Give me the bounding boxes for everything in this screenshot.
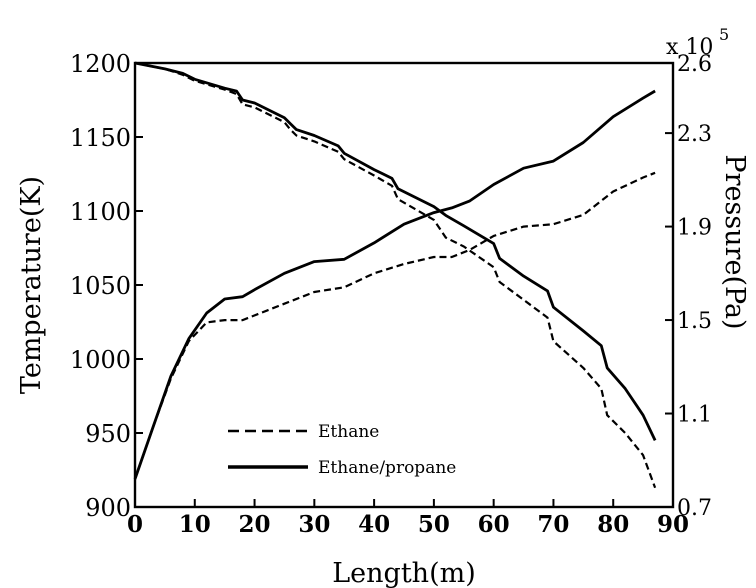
y-tick-label: 1100: [70, 198, 131, 226]
y2-tick-label: 2.6: [677, 52, 712, 77]
y-tick-label: 1050: [70, 272, 131, 300]
y2-multiplier-exponent: 5: [719, 25, 729, 44]
series-layer: [133, 61, 657, 489]
x-tick-label: 40: [358, 511, 390, 538]
legend-label-ethane-propane: Ethane/propane: [318, 458, 456, 478]
plot-frame: [133, 61, 675, 509]
y2-tick-label: 1.9: [677, 216, 712, 241]
y2-tick-label: 0.7: [677, 496, 712, 521]
x-tick-label: 20: [239, 511, 271, 538]
x-tick-label: 80: [597, 511, 629, 538]
y2-tick-label: 1.5: [677, 309, 712, 334]
legend: Ethane Ethane/propane: [228, 422, 456, 478]
x-tick-labels: 0 10 20 30 40 50 60 70 80 90: [127, 511, 689, 538]
series-line-ethane-left: [134, 61, 657, 489]
series-line-ethane-propane-left: [134, 61, 657, 442]
y-tick-label: 950: [85, 420, 131, 448]
y-axis-label: Temperature(K): [16, 176, 47, 394]
x-tick-label: 0: [127, 511, 143, 538]
x-tick-label: 50: [418, 511, 450, 538]
x-tick-label: 90: [657, 511, 689, 538]
y2-axis-label: Pressure(Pa): [719, 154, 750, 329]
x-tick-label: 70: [537, 511, 569, 538]
y2-tick-labels: 0.7 1.1 1.5 1.9 2.3 2.6: [677, 52, 712, 521]
y2-tick-label: 1.1: [677, 403, 712, 428]
series-line-ethane-propane-right: [133, 89, 656, 480]
series-line-ethane-right: [133, 171, 656, 480]
y-tick-label: 900: [85, 494, 131, 522]
x-axis-label: Length(m): [332, 558, 476, 588]
y2-tick-label: 2.3: [677, 122, 712, 147]
y-tick-label: 1000: [70, 346, 131, 374]
tick-marks: [134, 62, 674, 508]
x-tick-label: 30: [298, 511, 330, 538]
y-tick-label: 1150: [70, 124, 131, 152]
y-tick-label: 1200: [70, 50, 131, 78]
x-tick-label: 10: [179, 511, 211, 538]
y-tick-labels: 900 950 1000 1050 1100 1150 1200: [70, 50, 131, 522]
legend-label-ethane: Ethane: [318, 422, 379, 442]
x-tick-label: 60: [478, 511, 510, 538]
y2-multiplier-base: x 10: [666, 35, 713, 60]
